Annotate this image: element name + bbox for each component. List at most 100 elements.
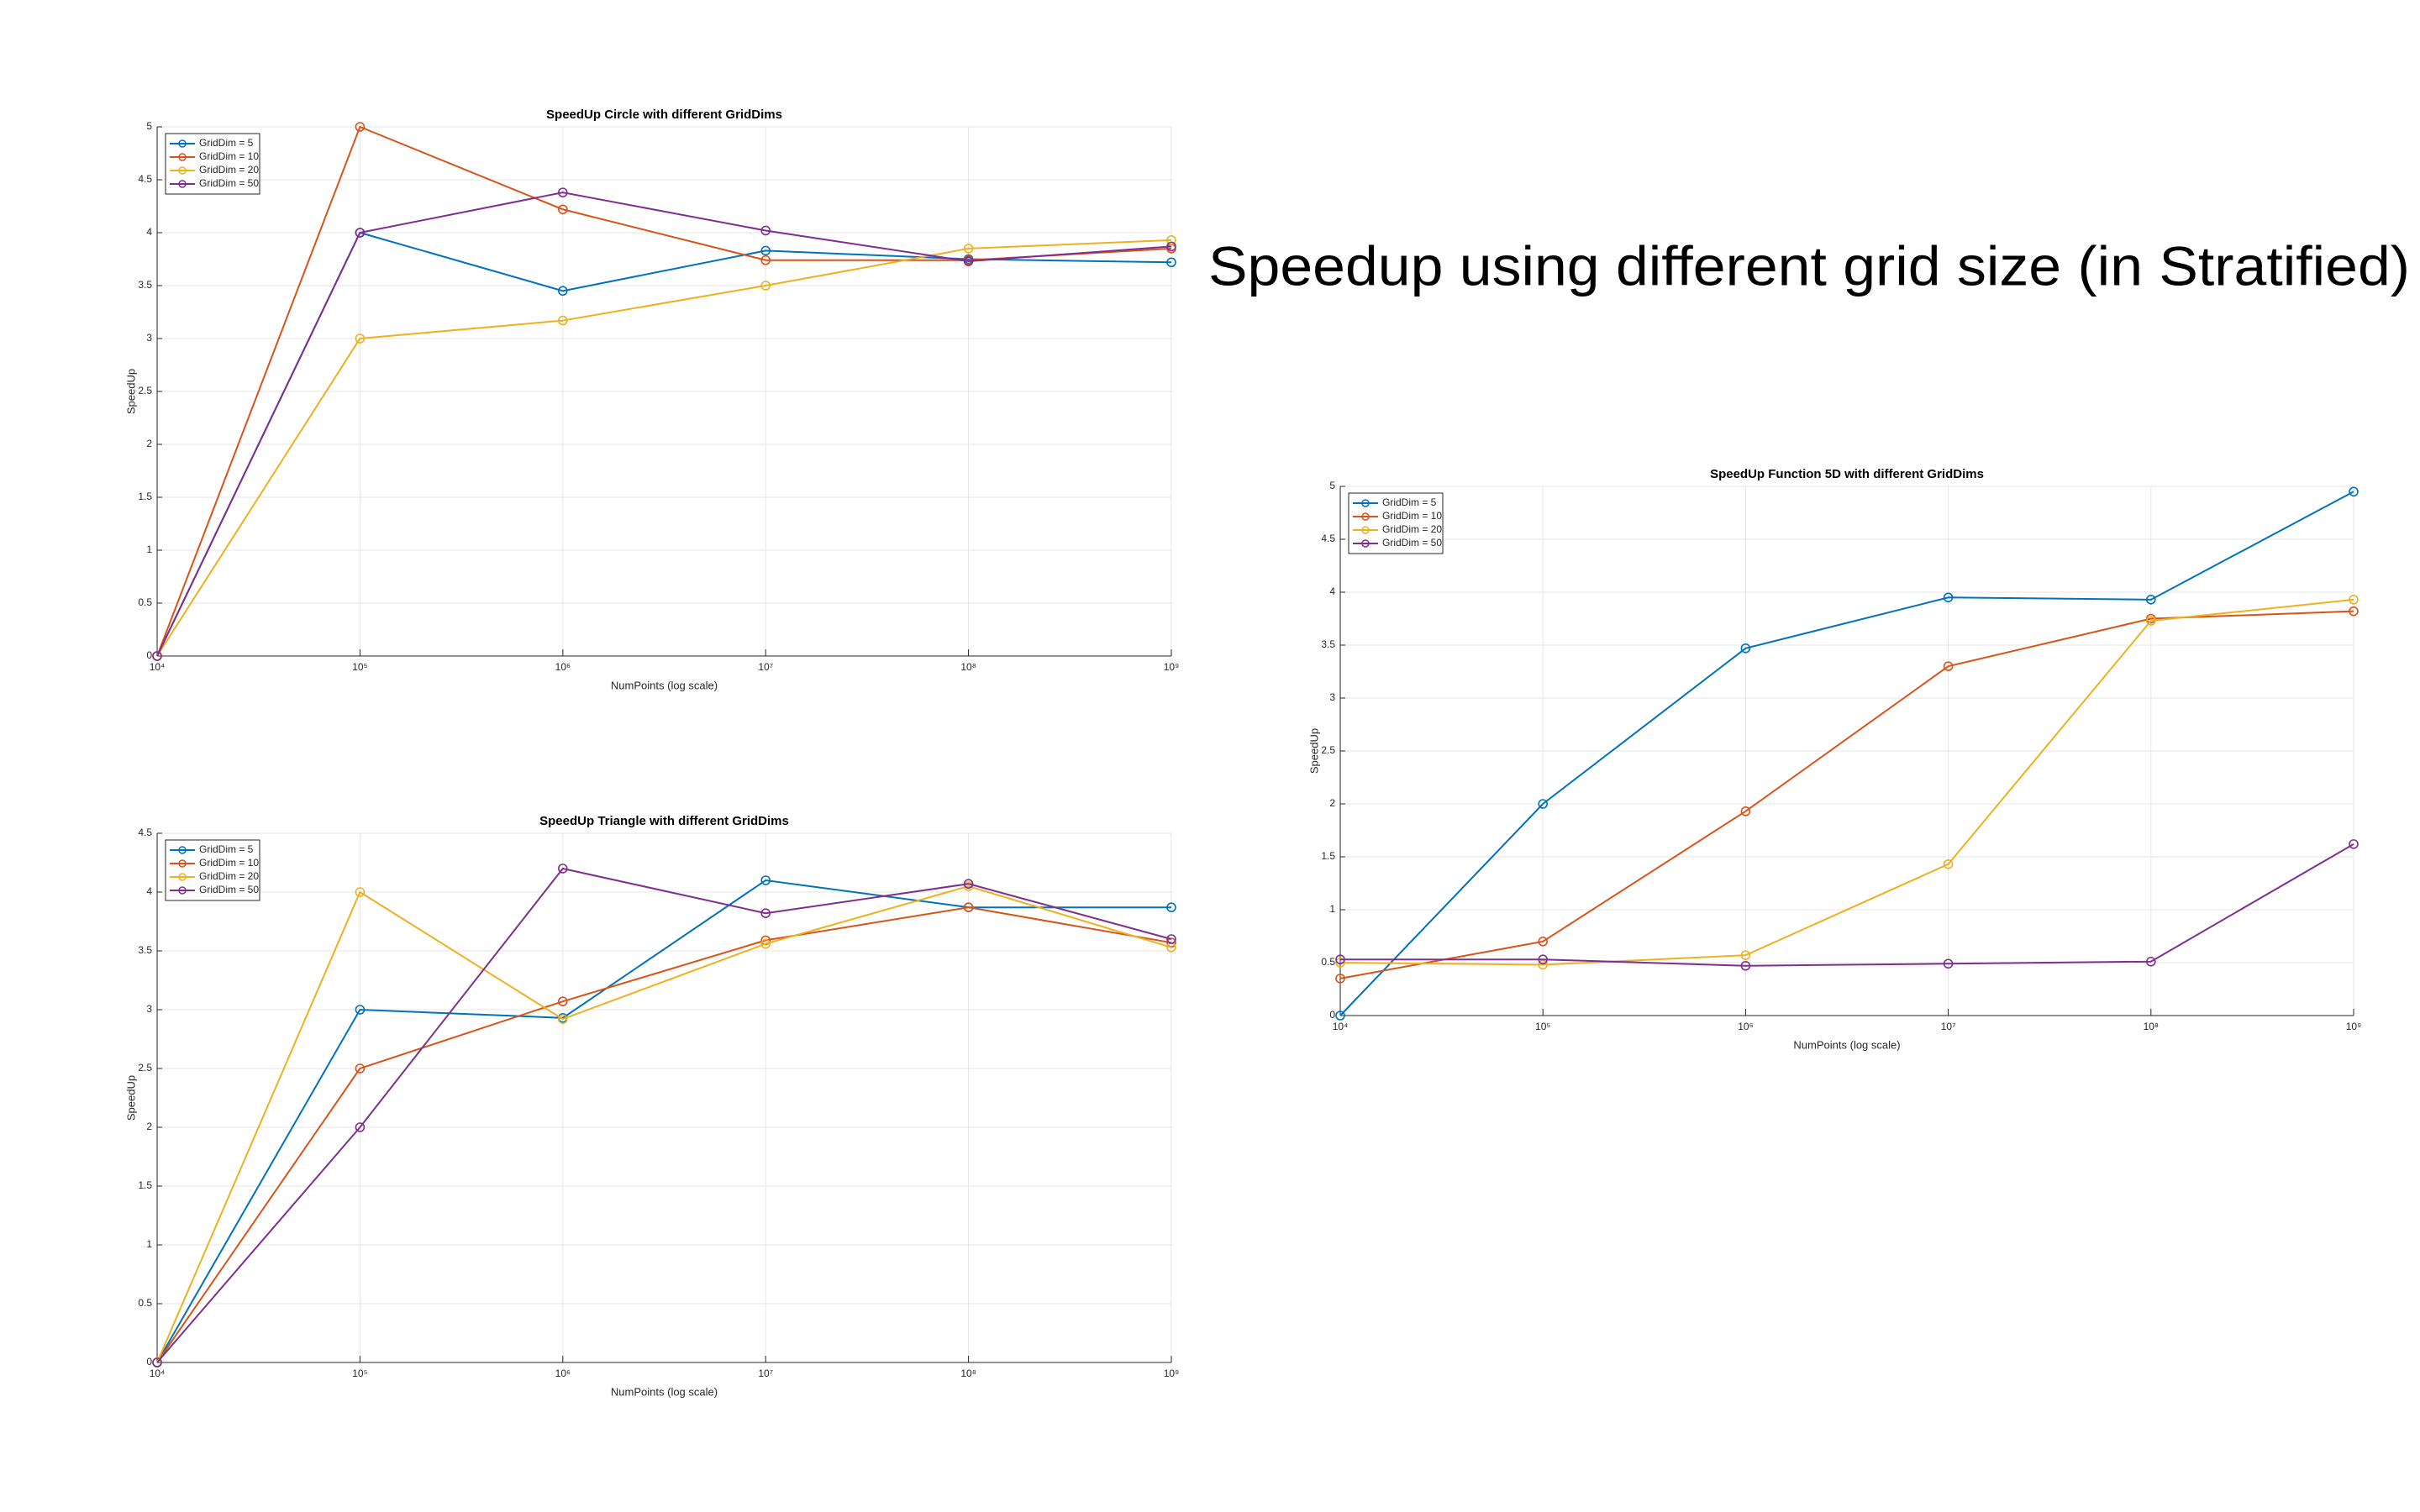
data-point xyxy=(355,122,366,132)
legend-marker xyxy=(178,846,187,854)
legend-marker xyxy=(178,139,187,148)
data-point xyxy=(355,333,366,344)
y-tick-label: 1.5 xyxy=(138,1179,152,1191)
legend-marker xyxy=(178,886,187,895)
data-point xyxy=(1166,902,1176,912)
plot-area xyxy=(157,833,1171,1362)
y-tick-label: 2.5 xyxy=(138,1062,152,1074)
y-tick-label: 5 xyxy=(1329,480,1335,491)
data-point xyxy=(1943,592,1954,603)
data-point xyxy=(1166,241,1176,252)
legend-label: GridDim = 20 xyxy=(199,164,259,176)
x-tick-label: 10⁸ xyxy=(2144,1021,2159,1032)
x-tick-label: 10⁹ xyxy=(1164,661,1180,673)
x-tick-label: 10⁸ xyxy=(960,661,976,673)
data-point xyxy=(760,255,771,265)
series-line xyxy=(156,906,1172,1363)
data-point xyxy=(355,228,366,238)
y-tick-label: 2.5 xyxy=(138,385,152,396)
chart-title: SpeedUp Circle with different GridDims xyxy=(546,108,782,122)
data-point xyxy=(760,225,771,236)
y-tick-label: 0 xyxy=(146,1356,152,1368)
y-tick-label: 4 xyxy=(1329,585,1335,597)
y-tick-label: 2 xyxy=(146,1121,152,1132)
data-point xyxy=(963,244,974,254)
y-tick-label: 0.5 xyxy=(138,596,152,608)
x-tick-label: 10⁴ xyxy=(150,661,166,673)
y-tick-label: 2.5 xyxy=(1321,744,1335,756)
legend-label: GridDim = 20 xyxy=(1382,523,1442,535)
data-point xyxy=(1166,235,1176,245)
data-point xyxy=(557,315,568,326)
legend-label: GridDim = 5 xyxy=(199,137,254,149)
data-point xyxy=(557,996,568,1006)
legend-marker xyxy=(178,153,187,161)
data-point xyxy=(2146,616,2156,626)
y-tick-label: 0 xyxy=(1329,1009,1335,1021)
data-point xyxy=(2349,595,2359,605)
data-point xyxy=(355,1122,366,1132)
y-tick-label: 4.5 xyxy=(138,173,152,185)
legend-marker xyxy=(1361,499,1370,507)
data-point xyxy=(2349,606,2359,617)
legend-marker xyxy=(1361,539,1370,548)
data-point xyxy=(760,281,771,291)
series-line xyxy=(156,879,1171,1363)
data-point xyxy=(1335,954,1345,965)
y-tick-label: 4.5 xyxy=(1321,533,1335,544)
y-tick-label: 3.5 xyxy=(138,279,152,291)
y-tick-label: 4 xyxy=(146,885,152,897)
data-point xyxy=(1740,960,1751,971)
y-tick-label: 1 xyxy=(146,543,152,555)
x-tick-label: 10⁶ xyxy=(1738,1021,1753,1032)
x-axis-label: NumPoints (log scale) xyxy=(611,1385,718,1398)
x-tick-label: 10⁵ xyxy=(352,1368,367,1379)
slide-title: Speedup using different grid size (in St… xyxy=(1208,234,2410,297)
data-point xyxy=(2146,956,2156,967)
x-tick-label: 10⁴ xyxy=(1333,1021,1349,1032)
legend-label: GridDim = 5 xyxy=(199,843,254,855)
x-tick-label: 10⁷ xyxy=(758,661,773,673)
y-tick-label: 0 xyxy=(146,649,152,661)
x-tick-label: 10⁶ xyxy=(555,1368,571,1379)
legend-marker xyxy=(178,180,187,188)
x-tick-label: 10⁵ xyxy=(1535,1021,1550,1032)
legend-label: GridDim = 10 xyxy=(199,857,259,869)
y-axis-label: SpeedUp xyxy=(124,1075,137,1121)
y-tick-label: 1.5 xyxy=(138,491,152,502)
y-tick-label: 0.5 xyxy=(138,1297,152,1309)
data-point xyxy=(1943,958,1954,969)
data-point xyxy=(760,908,771,918)
y-tick-label: 2 xyxy=(1329,797,1335,809)
legend-marker xyxy=(1361,512,1370,521)
data-point xyxy=(355,1063,366,1074)
data-point xyxy=(1538,959,1548,970)
data-point xyxy=(152,1357,162,1368)
legend-marker xyxy=(178,873,187,881)
data-point xyxy=(557,286,568,297)
series-line xyxy=(156,192,1172,657)
data-point xyxy=(760,938,771,949)
data-point xyxy=(1943,859,1954,869)
x-axis-label: NumPoints (log scale) xyxy=(1793,1038,1900,1051)
y-tick-label: 3 xyxy=(1329,691,1335,703)
x-tick-label: 10⁸ xyxy=(960,1368,976,1379)
data-point xyxy=(1166,257,1176,268)
legend-label: GridDim = 50 xyxy=(199,177,259,189)
series-line xyxy=(156,867,1172,1363)
legend-label: GridDim = 20 xyxy=(199,870,259,882)
data-point xyxy=(152,651,162,661)
data-point xyxy=(2349,839,2359,849)
data-point xyxy=(963,879,974,889)
data-point xyxy=(1335,974,1345,984)
data-point xyxy=(1943,661,1954,672)
data-point xyxy=(760,245,771,256)
legend-marker xyxy=(178,859,187,868)
y-tick-label: 1.5 xyxy=(1321,850,1335,862)
series-line xyxy=(156,239,1172,657)
data-point xyxy=(557,187,568,197)
chart: 0 0.5 1 1.5 2 2.5 3 3.5 4 4.5 5 10⁴ 10⁵ 10⁶ 10⁷ 10⁸ 10⁹ S… xyxy=(1307,467,2361,1051)
data-point xyxy=(1538,954,1548,965)
legend-marker xyxy=(178,166,187,175)
